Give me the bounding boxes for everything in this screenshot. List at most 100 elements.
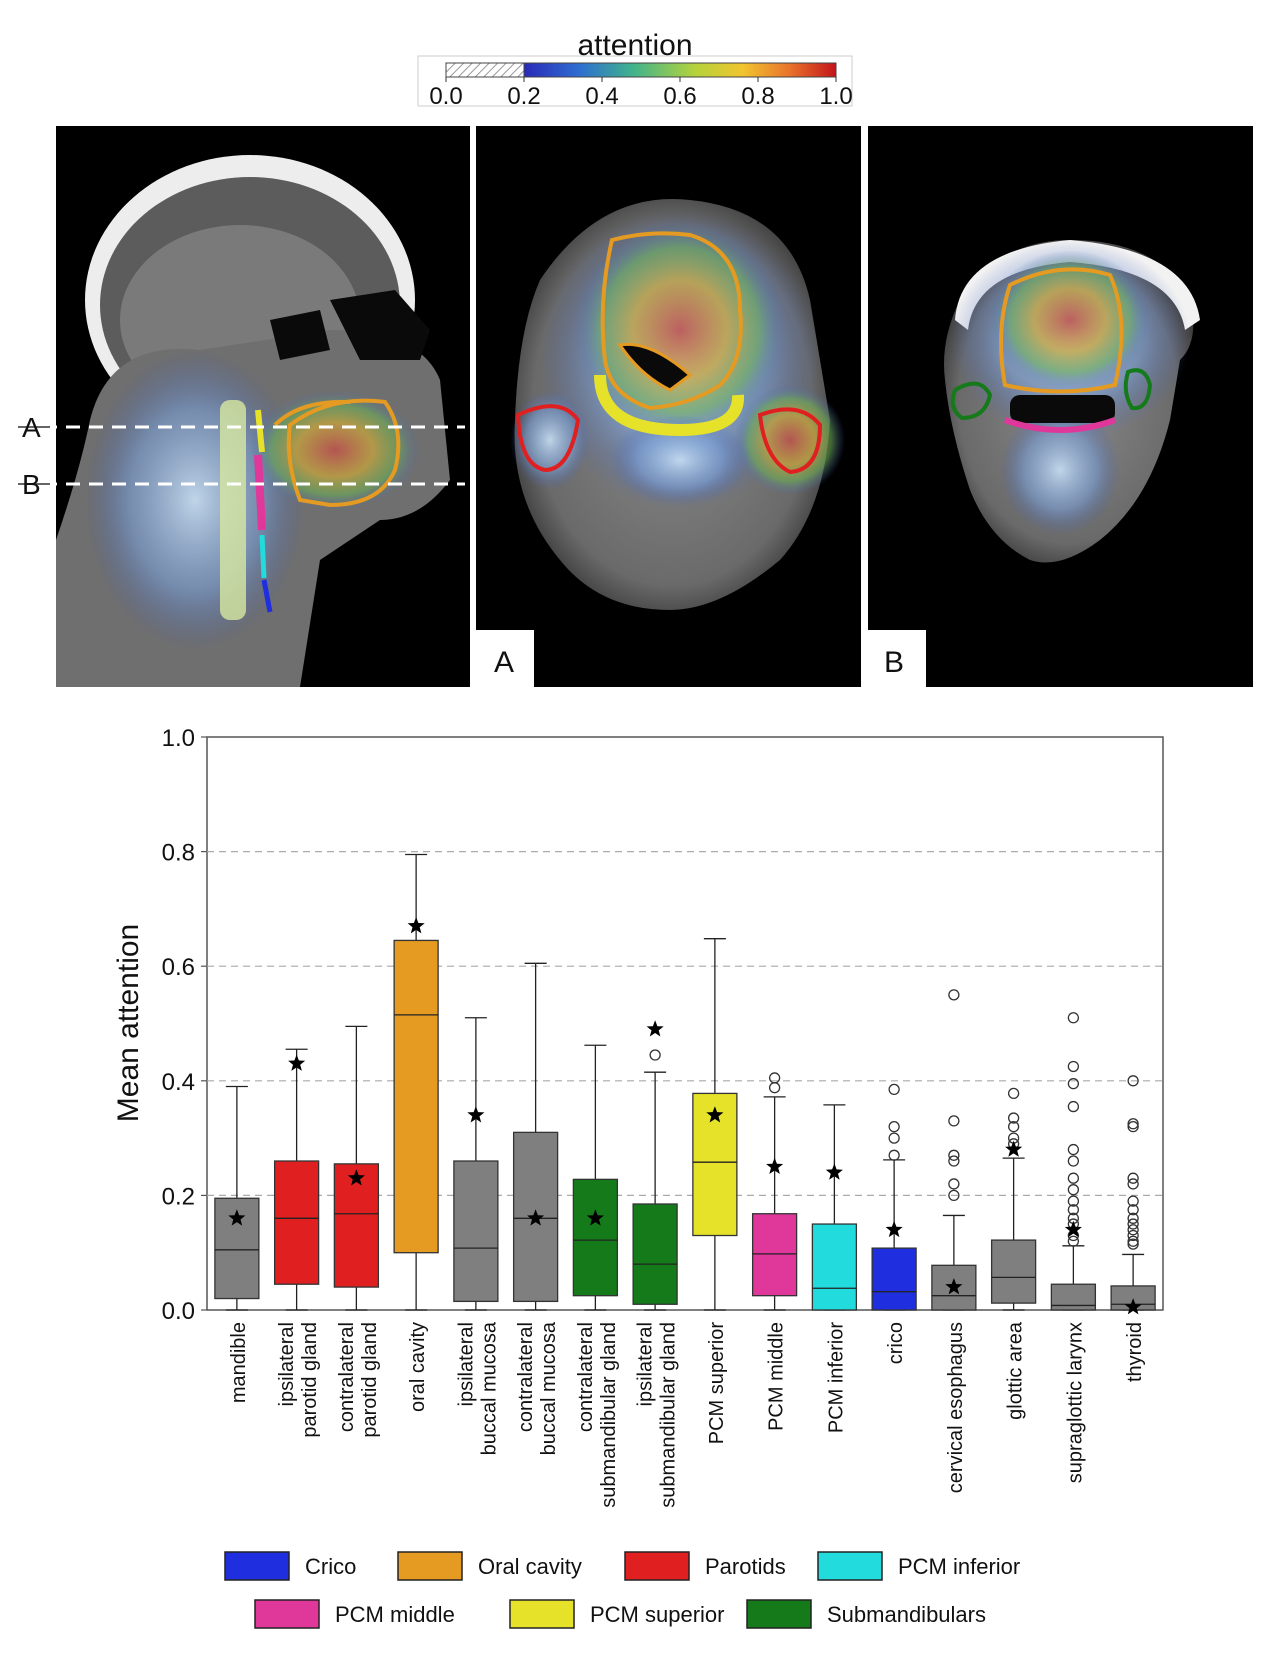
x-tick-label: contralateral submandibular gland (575, 1322, 620, 1508)
slice-label-b: B (22, 469, 41, 500)
x-tick-label-line: parotid gland (299, 1322, 321, 1438)
x-tick-label: ipsilateral buccal mucosa (455, 1321, 500, 1455)
outlier-point (1127, 1212, 1139, 1224)
outlier-point (888, 1120, 900, 1133)
star-marker (586, 1209, 604, 1226)
legend-label: Crico (305, 1554, 356, 1579)
star-marker (228, 1209, 246, 1226)
y-tick-label: 0.4 (162, 1069, 195, 1096)
x-tick-label: glottic area (1005, 1321, 1027, 1420)
x-tick-label-line: oral cavity (407, 1322, 429, 1412)
box-group (871, 1083, 917, 1311)
legend-label: PCM inferior (898, 1554, 1020, 1579)
box-group (214, 1085, 260, 1311)
ct-panel-sagittal: A B (18, 126, 470, 687)
outlier-point (1067, 1184, 1080, 1196)
outlier-point (888, 1149, 900, 1161)
colorbar: attention 0.0 0.2 0.4 0.6 0.8 1.0 (417, 29, 853, 110)
colorbar-tick-label: 0.2 (507, 83, 540, 110)
x-tick-label: PCM superior (706, 1322, 728, 1445)
x-tick-label-line: contralateral (575, 1322, 597, 1432)
y-tick-label: 0.6 (162, 954, 195, 981)
box-group (632, 1020, 678, 1311)
x-tick-label: thyroid (1124, 1322, 1146, 1382)
box-group (453, 1017, 499, 1311)
x-tick-label-line: thyroid (1124, 1322, 1146, 1382)
outlier-point (1127, 1195, 1139, 1207)
legend-item: PCM superior (509, 1599, 724, 1629)
outlier-point (948, 1155, 960, 1167)
legend-label: Parotids (705, 1554, 786, 1579)
outlier-point (948, 1189, 960, 1202)
x-tick-label-line: submandibular gland (598, 1322, 620, 1508)
star-marker (766, 1157, 784, 1174)
outlier-point (1067, 1100, 1080, 1113)
ct-panel-axial-b: B (868, 126, 1253, 687)
x-tick-label: ipsilateral parotid gland (276, 1322, 321, 1438)
outlier-point (1067, 1172, 1080, 1184)
outlier-point (1007, 1112, 1020, 1124)
x-tick-label-line: crico (885, 1322, 907, 1364)
star-marker (885, 1220, 903, 1238)
y-tick-label: 0.0 (162, 1298, 195, 1325)
x-tick-label-line: contralateral (515, 1322, 537, 1432)
colorbar-tick-label: 0.6 (663, 83, 696, 110)
x-tick-label: ipsilateral submandibular gland (635, 1322, 680, 1508)
outlier-point (888, 1083, 900, 1096)
box-group (393, 853, 439, 1311)
x-tick-label-line: PCM inferior (825, 1322, 847, 1433)
x-tick-label: cervical esophagus (945, 1322, 967, 1493)
box (1050, 1283, 1097, 1311)
x-tick-label-line: ipsilateral (276, 1322, 298, 1406)
box (453, 1160, 499, 1303)
x-tick-label: crico (885, 1322, 907, 1364)
box (811, 1223, 858, 1311)
box-group (990, 1087, 1037, 1311)
legend-item: PCM middle (254, 1599, 455, 1629)
x-tick-label-line: parotid gland (359, 1322, 381, 1438)
box (871, 1247, 917, 1311)
y-tick-label: 0.8 (162, 840, 195, 867)
outlier-point (1127, 1120, 1139, 1133)
legend-label: PCM middle (335, 1602, 455, 1627)
legend-item: Parotids (624, 1551, 786, 1581)
legend-label: Oral cavity (478, 1554, 582, 1579)
colorbar-tick-label: 1.0 (819, 83, 852, 110)
box-group (572, 1044, 619, 1311)
star-marker (347, 1169, 365, 1186)
outlier-point (948, 989, 960, 1001)
box (333, 1163, 380, 1288)
box-group (811, 1104, 858, 1311)
outlier-point (1007, 1087, 1020, 1100)
box-group (931, 989, 977, 1311)
box (751, 1213, 798, 1297)
legend-label: Submandibulars (827, 1602, 986, 1627)
star-marker (646, 1020, 664, 1037)
x-tick-label-line: ipsilateral (635, 1322, 657, 1406)
star-marker (945, 1278, 963, 1295)
outlier-point (1067, 1078, 1080, 1090)
x-tick-label-line: PCM superior (706, 1322, 728, 1445)
outlier-point (1127, 1172, 1139, 1184)
y-tick-label: 1.0 (162, 725, 195, 752)
panel-label-b: B (884, 646, 904, 679)
outlier-point (1067, 1060, 1080, 1073)
box-group (751, 1072, 798, 1311)
legend-swatch (746, 1599, 812, 1629)
outlier-point (1007, 1120, 1020, 1133)
box-group (273, 1048, 320, 1311)
outlier-point (948, 1115, 960, 1127)
box (214, 1197, 260, 1300)
outlier-point (888, 1132, 900, 1144)
box (632, 1203, 678, 1305)
legend-item: Oral cavity (397, 1551, 582, 1581)
colorbar-gradient (523, 62, 837, 78)
ct-panel-axial-a: A (476, 126, 861, 687)
outlier-point (1067, 1155, 1080, 1167)
colorbar-tick-label: 0.4 (585, 83, 618, 110)
x-tick-label: supraglottic larynx (1064, 1322, 1086, 1483)
x-tick-label-line: buccal mucosa (478, 1321, 500, 1455)
colorbar-title: attention (577, 29, 692, 62)
outlier-point (649, 1049, 661, 1061)
legend-item: Submandibulars (746, 1599, 986, 1629)
